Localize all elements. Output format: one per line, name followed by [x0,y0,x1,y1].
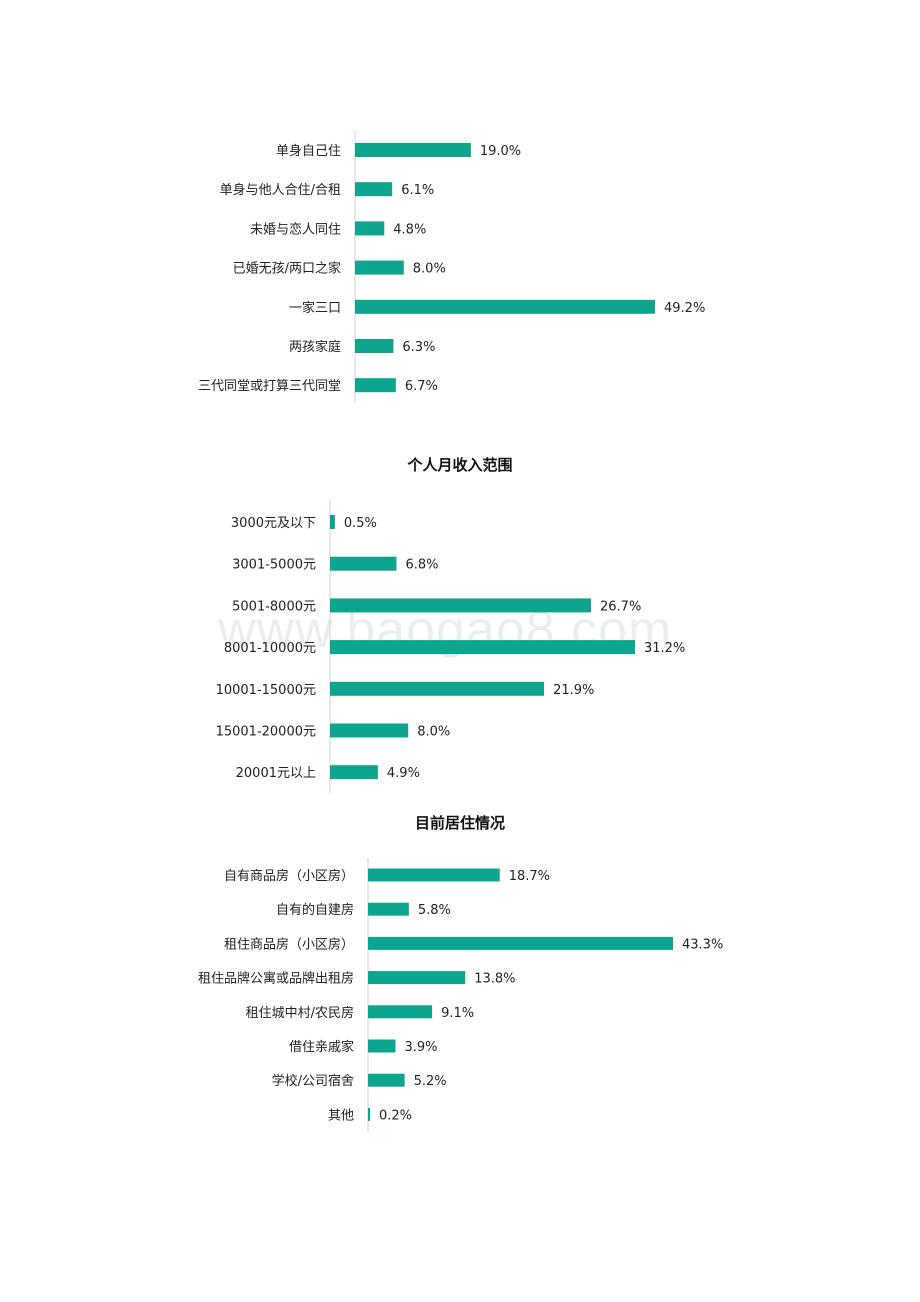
category-label: 已婚无孩/两口之家 [233,261,341,277]
category-label: 租住品牌公寓或品牌出租房 [198,971,354,987]
bar [368,1107,370,1121]
category-label: 三代同堂或打算三代同堂 [198,379,341,394]
category-label: 两孩家庭 [289,339,341,355]
bar [330,640,635,655]
bar [355,143,471,157]
value-label: 6.8% [405,558,438,573]
value-label: 8.0% [413,262,446,277]
value-label: 5.8% [418,903,451,918]
value-label: 8.0% [417,725,450,740]
category-label: 单身与他人合住/合租 [220,182,341,198]
category-label: 自有的自建房 [276,902,354,918]
category-label: 未婚与恋人同住 [250,221,341,237]
value-label: 0.2% [379,1108,412,1123]
bar [355,299,655,314]
bar [330,556,397,571]
value-label: 5.2% [414,1074,447,1089]
bar [368,1073,405,1087]
bar [330,515,335,529]
value-label: 3.9% [404,1040,437,1055]
category-label: 学校/公司宿舍 [272,1073,354,1089]
chart-title: 个人月收入范围 [406,456,512,474]
category-label: 3001-5000元 [232,558,316,573]
value-label: 26.7% [600,599,641,614]
category-label: 3000元及以下 [231,516,316,531]
bar [368,868,500,882]
bar [330,723,409,738]
category-label: 租住城中村/农民房 [246,1005,354,1021]
value-label: 0.5% [344,516,377,531]
value-label: 4.8% [393,222,426,237]
bar [368,971,466,985]
bar [330,681,545,696]
value-label: 6.1% [401,183,434,198]
value-label: 9.1% [441,1006,474,1021]
category-label: 8001-10000元 [224,641,316,656]
bar [355,378,396,393]
value-label: 49.2% [664,301,705,316]
value-label: 18.7% [509,869,550,884]
bar [368,902,409,916]
value-label: 6.7% [405,379,438,394]
category-label: 10001-15000元 [216,683,316,698]
value-label: 43.3% [682,937,723,952]
value-label: 31.2% [644,641,685,656]
bar [330,765,378,780]
category-label: 借住亲戚家 [289,1039,354,1055]
category-label: 自有商品房（小区房） [224,868,354,884]
value-label: 19.0% [480,144,521,159]
bar [368,1039,396,1053]
bar [368,936,673,950]
category-label: 单身自己住 [276,143,341,159]
value-label: 13.8% [474,972,515,987]
bar [355,260,404,275]
bar [368,1005,433,1019]
bar [355,339,394,353]
category-label: 其他 [328,1108,354,1123]
value-label: 4.9% [387,766,420,781]
category-label: 5001-8000元 [232,599,316,614]
bar [355,221,385,236]
category-label: 20001元以上 [236,766,316,781]
category-label: 一家三口 [289,300,341,316]
chart-title: 目前居住情况 [415,814,505,832]
bar [330,598,592,613]
category-label: 15001-20000元 [216,725,316,740]
value-label: 6.3% [402,340,435,355]
value-label: 21.9% [553,683,594,698]
bar [355,182,393,197]
category-label: 租住商品房（小区房） [224,936,354,952]
